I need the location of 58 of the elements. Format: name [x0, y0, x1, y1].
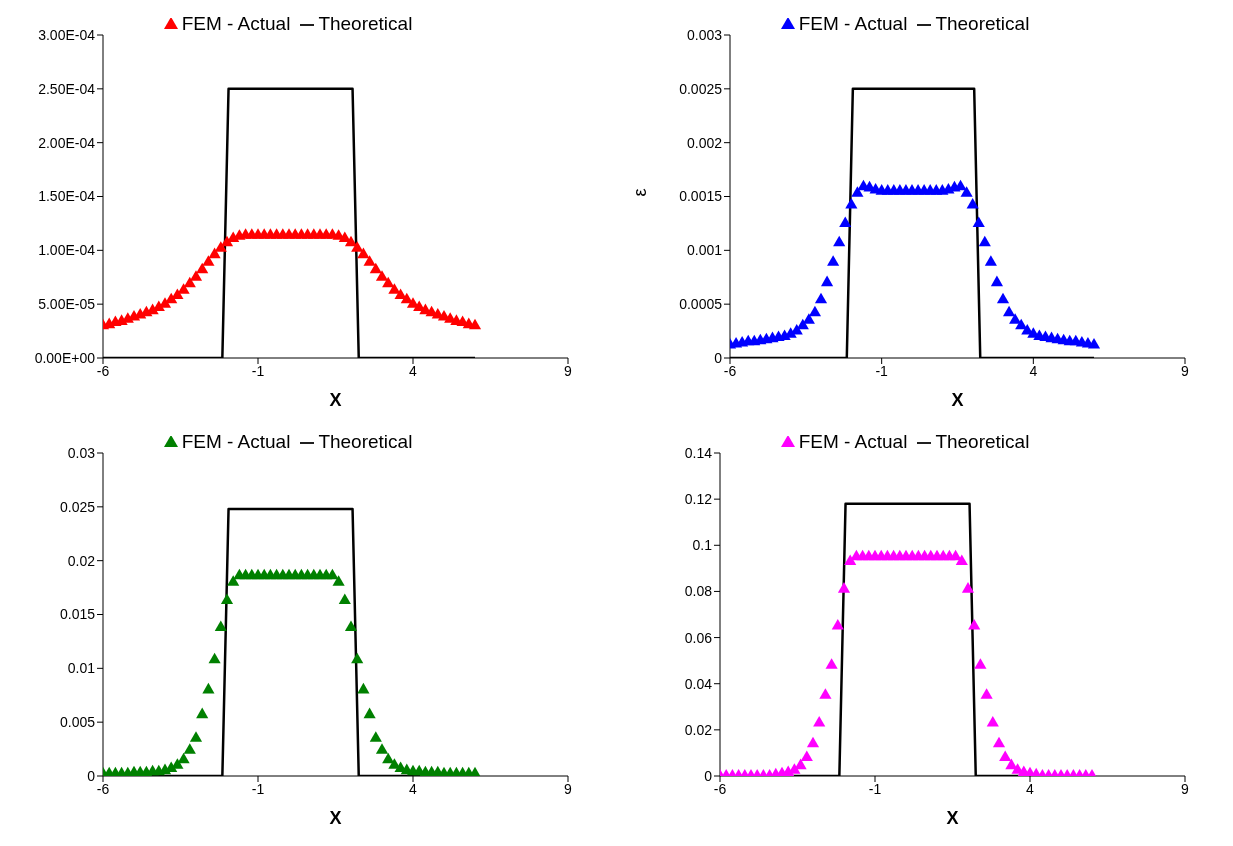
y-axis-title: ε	[630, 188, 651, 197]
y-tick-label: 1.50E-04	[38, 188, 96, 205]
y-tick-label: 0.1	[692, 537, 713, 554]
y-tick-label: 0.12	[684, 491, 713, 508]
x-tick-label: -1	[251, 362, 265, 379]
x-tick-label: 4	[409, 362, 418, 379]
y-tick-label: 0.0005	[679, 296, 723, 313]
x-tick-label: -6	[96, 362, 110, 379]
x-tick-label: 9	[1181, 780, 1190, 797]
x-tick-label: -6	[713, 780, 727, 797]
y-tick-label: 0	[714, 349, 723, 366]
y-tick-label: 0	[87, 767, 96, 784]
x-tick-label: -1	[868, 780, 882, 797]
x-tick-label: 4	[1026, 780, 1035, 797]
legend-label: FEM - Actual	[181, 13, 291, 34]
y-tick-label: 0.04	[684, 675, 713, 692]
legend-label: FEM - Actual	[798, 431, 908, 452]
y-tick-label: 0.06	[684, 629, 713, 646]
x-tick-label: 4	[409, 780, 418, 797]
x-tick-label: -1	[251, 780, 265, 797]
legend-label: Theoretical	[935, 431, 1030, 452]
y-tick-label: 0.005	[59, 714, 96, 731]
y-tick-label: 3.00E-04	[38, 26, 96, 43]
legend-label: Theoretical	[935, 13, 1030, 34]
x-tick-label: -6	[96, 780, 110, 797]
y-tick-label: 0.03	[67, 444, 96, 461]
legend-label: FEM - Actual	[181, 431, 291, 452]
y-tick-label: 0.08	[684, 583, 713, 600]
x-tick-label: 4	[1029, 362, 1038, 379]
x-axis-title: X	[951, 390, 964, 410]
x-tick-label: -6	[723, 362, 737, 379]
y-tick-label: 5.00E-05	[38, 296, 96, 313]
x-tick-label: 9	[564, 362, 573, 379]
y-tick-label: 0.00E+00	[34, 349, 96, 366]
x-tick-label: 9	[564, 780, 573, 797]
y-tick-label: 0.02	[684, 721, 713, 738]
y-tick-label: 0.003	[686, 26, 723, 43]
y-tick-label: 0	[704, 767, 713, 784]
legend-label: Theoretical	[318, 13, 413, 34]
y-tick-label: 2.50E-04	[38, 80, 96, 97]
y-tick-label: 0.01	[67, 660, 96, 677]
legend-label: Theoretical	[318, 431, 413, 452]
x-tick-label: -1	[875, 362, 889, 379]
y-tick-label: 0.0015	[679, 188, 723, 205]
x-axis-title: X	[329, 390, 342, 410]
y-tick-label: 0.14	[684, 444, 713, 461]
y-tick-label: 2.00E-04	[38, 134, 96, 151]
y-tick-label: 0.015	[59, 606, 96, 623]
x-axis-title: X	[329, 808, 342, 828]
y-tick-label: 0.002	[686, 134, 723, 151]
y-tick-label: 0.001	[686, 242, 723, 259]
y-tick-label: 0.02	[67, 552, 96, 569]
y-tick-label: 0.025	[59, 498, 96, 515]
x-tick-label: 9	[1181, 362, 1190, 379]
x-axis-title: X	[946, 808, 959, 828]
y-tick-label: 1.00E-04	[38, 242, 96, 259]
legend-label: FEM - Actual	[798, 13, 908, 34]
y-tick-label: 0.0025	[679, 80, 723, 97]
